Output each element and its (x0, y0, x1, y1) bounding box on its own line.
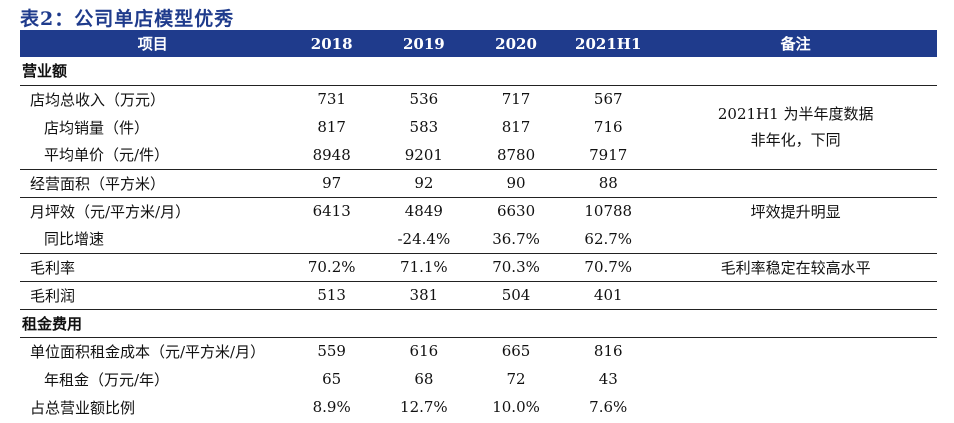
table-row: 年租金（万元/年） 65 68 72 43 (20, 365, 937, 393)
cell-2020: 10.0% (492, 398, 540, 416)
table-row: 店均销量（件） 817 583 817 716 (20, 113, 937, 141)
note-empty (654, 393, 937, 421)
cell-2018: 817 (317, 118, 346, 136)
row-label: 店均总收入（万元） (20, 84, 286, 113)
section-label-revenue: 营业额 (22, 62, 68, 81)
cell-2019: 92 (377, 168, 470, 197)
cell-2019: -24.4% (397, 229, 451, 248)
row-label: 平均单价（元/件） (44, 146, 170, 165)
header-row: 项目 2018 2019 2020 2021H1 备注 (20, 30, 937, 57)
row-label: 单位面积租金成本（元/平方米/月） (20, 336, 286, 365)
cell-2021h1: 62.7% (584, 229, 633, 248)
cell-2021h1: 716 (593, 118, 623, 136)
header-2021h1: 2021H1 (575, 34, 642, 53)
cell-2021h1: 401 (562, 280, 655, 309)
table-row: 毛利润 513 381 504 401 (20, 280, 937, 309)
table-row: 平均单价（元/件） 8948 9201 8780 7917 (20, 141, 937, 169)
table-row: 经营面积（平方米） 97 92 90 88 (20, 168, 937, 197)
cell-2020: 90 (469, 168, 563, 197)
cell-2020: 8780 (496, 145, 536, 164)
note-h1-line2: 非年化，下同 (750, 131, 841, 149)
table-row: 占总营业额比例 8.9% 12.7% 10.0% 7.6% (20, 393, 937, 421)
cell-2018: 8.9% (312, 398, 351, 416)
cell-2021h1: 70.7% (562, 252, 655, 281)
row-label: 年租金（万元/年） (44, 370, 170, 389)
header-item: 项目 (137, 35, 168, 53)
section-label-rent: 租金费用 (20, 308, 937, 337)
note-empty (654, 168, 937, 197)
note-empty (654, 336, 937, 365)
note-empty (654, 225, 937, 253)
table-row: 单位面积租金成本（元/平方米/月） 559 616 665 816 (20, 336, 937, 365)
cell-2021h1: 43 (598, 370, 618, 388)
cell-2018: 8948 (312, 145, 351, 164)
cell-2018: 65 (322, 370, 342, 388)
cell-2018: 559 (285, 336, 378, 365)
cell-2021h1: 7.6% (589, 398, 628, 416)
row-label: 占总营业额比例 (30, 398, 136, 417)
note-h1-line1: 2021H1 为半年度数据 (717, 105, 874, 123)
header-2018: 2018 (310, 34, 353, 53)
header-2020: 2020 (495, 34, 537, 53)
cell-2021h1: 7917 (589, 145, 628, 164)
cell-2019: 4849 (377, 196, 470, 225)
cell-2021h1: 567 (562, 84, 655, 113)
note-empty (654, 280, 937, 309)
cell-2020: 665 (469, 336, 563, 365)
cell-2020: 504 (469, 280, 563, 309)
cell-2020: 717 (469, 84, 563, 113)
cell-2021h1: 816 (562, 336, 655, 365)
row-label: 月坪效（元/平方米/月） (20, 196, 286, 225)
table-row: 店均总收入（万元） 731 536 717 567 2021H1 为半年度数据 … (20, 84, 937, 170)
cell-2018: 70.2% (285, 252, 378, 281)
row-label: 店均销量（件） (44, 118, 150, 137)
cell-2019: 583 (409, 118, 439, 136)
cell-2019: 68 (414, 370, 434, 388)
cell-2019: 381 (377, 280, 470, 309)
cell-2019: 616 (377, 336, 470, 365)
cell-2020: 72 (506, 370, 526, 388)
cell-2019: 12.7% (400, 398, 448, 416)
row-label: 经营面积（平方米） (20, 168, 286, 197)
cell-2020: 817 (501, 118, 531, 136)
table-row: 同比增速 -24.4% 36.7% 62.7% (20, 225, 937, 253)
table-row: 月坪效（元/平方米/月） 6413 4849 6630 10788 坪效提升明显 (20, 196, 937, 225)
cell-2018: 513 (285, 280, 378, 309)
row-label: 同比增速 (44, 230, 105, 249)
note-h1: 2021H1 为半年度数据 非年化，下同 (654, 84, 937, 170)
row-label: 毛利润 (20, 280, 286, 309)
cell-2018: 731 (285, 84, 378, 113)
cell-2018 (286, 225, 378, 253)
row-label: 毛利率 (20, 252, 286, 281)
cell-2019: 536 (377, 84, 470, 113)
table-row: 毛利率 70.2% 71.1% 70.3% 70.7% 毛利率稳定在较高水平 (20, 252, 937, 281)
table-title: 表2：公司单店模型优秀 (20, 8, 235, 30)
note-empty (654, 365, 937, 393)
cell-2019: 71.1% (377, 252, 470, 281)
header-2019: 2019 (402, 34, 445, 53)
note-efficiency: 坪效提升明显 (654, 196, 937, 225)
note-margin: 毛利率稳定在较高水平 (654, 252, 937, 281)
cell-2020: 6630 (469, 196, 563, 225)
cell-2019: 9201 (404, 145, 443, 164)
cell-2020: 36.7% (492, 229, 540, 248)
section-revenue: 营业额 (20, 57, 937, 85)
section-rent: 租金费用 (20, 308, 937, 337)
cell-2018: 6413 (285, 196, 378, 225)
cell-2021h1: 10788 (562, 196, 655, 225)
cell-2018: 97 (285, 168, 378, 197)
cell-2021h1: 88 (562, 168, 655, 197)
store-model-table: 项目 2018 2019 2020 2021H1 备注 营业额 店均总收入（万元… (20, 30, 937, 421)
cell-2020: 70.3% (469, 252, 563, 281)
header-note: 备注 (780, 35, 811, 53)
